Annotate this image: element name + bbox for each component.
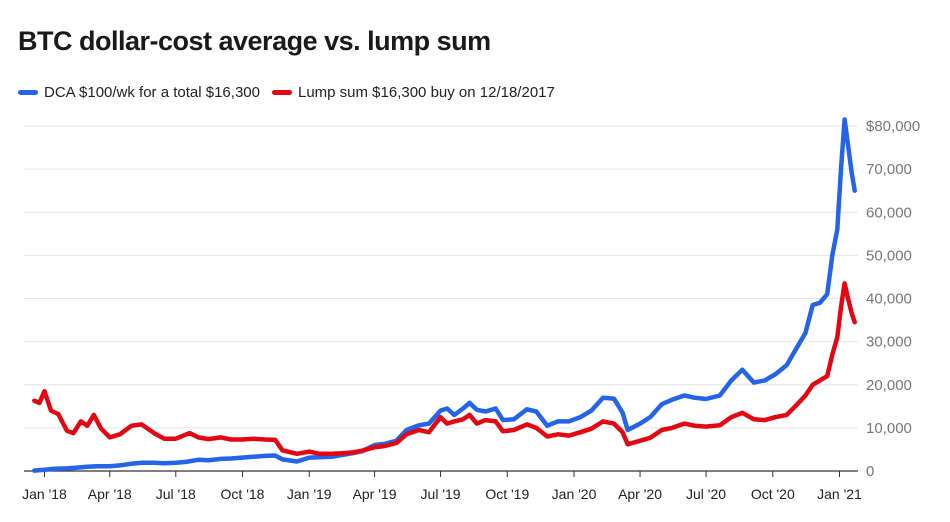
x-tick-label: Apr '20 bbox=[618, 486, 662, 502]
x-tick-label: Oct '20 bbox=[751, 486, 795, 502]
legend-label-lump-sum: Lump sum $16,300 buy on 12/18/2017 bbox=[297, 84, 555, 101]
legend-swatch-lump-sum bbox=[271, 90, 292, 95]
x-tick-label: Jul '20 bbox=[686, 486, 726, 502]
y-tick-label: 70,000 bbox=[866, 161, 912, 178]
legend-item-lump-sum: Lump sum $16,300 buy on 12/18/2017 bbox=[271, 84, 555, 101]
x-tick-label: Apr '18 bbox=[88, 486, 132, 502]
series-lines bbox=[32, 117, 857, 473]
y-tick-label: 0 bbox=[866, 463, 874, 480]
legend-item-dca: DCA $100/wk for a total $16,300 bbox=[18, 84, 260, 101]
y-tick-label: 40,000 bbox=[866, 291, 912, 308]
x-tick-label: Jan '21 bbox=[817, 486, 862, 502]
series-line-dca bbox=[32, 117, 857, 473]
y-tick-label: 50,000 bbox=[866, 247, 912, 264]
x-tick-label: Jul '19 bbox=[421, 486, 461, 502]
series-line-lump-sum bbox=[32, 281, 857, 457]
x-tick-label: Jul '18 bbox=[156, 486, 196, 502]
chart-title: BTC dollar-cost average vs. lump sum bbox=[18, 26, 491, 56]
chart-legend: DCA $100/wk for a total $16,300 Lump sum… bbox=[18, 84, 567, 101]
y-tick-label: 10,000 bbox=[866, 420, 912, 437]
grid-lines bbox=[24, 125, 858, 472]
x-tick-label: Jan '19 bbox=[287, 486, 332, 502]
x-tick-label: Oct '18 bbox=[221, 486, 265, 502]
x-tick-label: Oct '19 bbox=[485, 486, 529, 502]
legend-swatch-dca bbox=[18, 90, 38, 95]
y-tick-label: 60,000 bbox=[866, 204, 912, 221]
x-axis: Jan '18 Apr '18 Jul '18 Oct '18 Jan '19 Apr '… bbox=[22, 471, 862, 502]
x-tick-label: Jan '18 bbox=[22, 486, 67, 502]
x-tick-label: Apr '19 bbox=[353, 486, 397, 502]
y-tick-label: $80,000 bbox=[866, 118, 920, 135]
legend-label-dca: DCA $100/wk for a total $16,300 bbox=[44, 84, 260, 101]
y-tick-label: 20,000 bbox=[866, 377, 912, 394]
x-tick-label: Jan '20 bbox=[552, 486, 597, 502]
y-axis: 0 10,000 20,000 30,000 40,000 50,000 60,000 70,… bbox=[866, 118, 920, 480]
y-tick-label: 30,000 bbox=[866, 334, 912, 351]
